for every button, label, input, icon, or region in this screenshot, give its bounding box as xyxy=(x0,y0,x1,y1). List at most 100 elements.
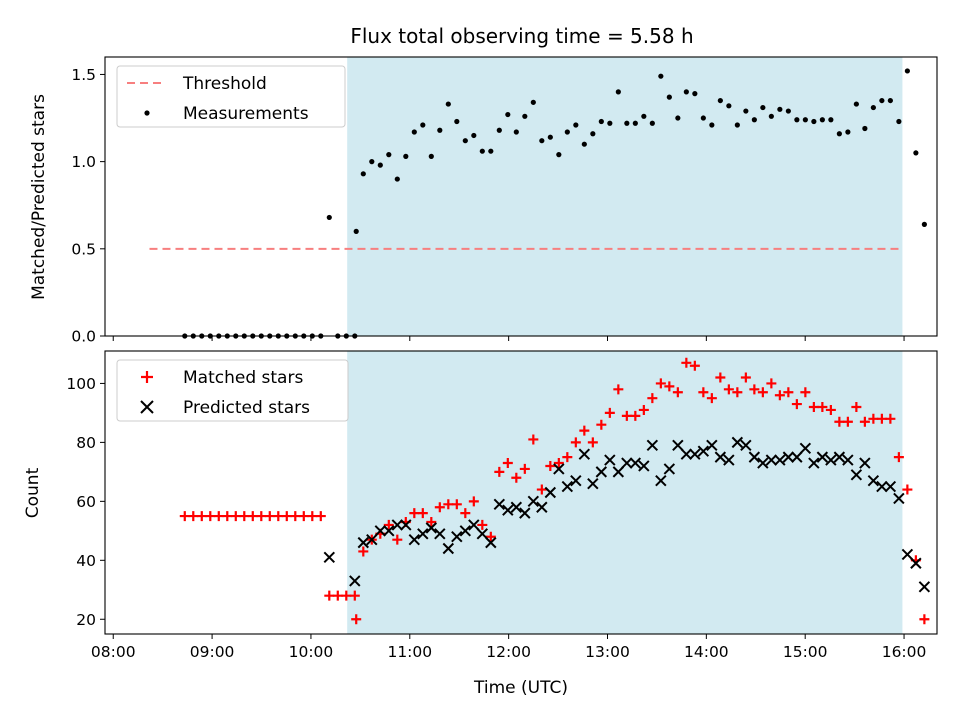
measurement-point xyxy=(743,108,749,114)
matched-star-marker xyxy=(273,511,284,522)
predicted-star-marker xyxy=(417,528,429,540)
measurement-point xyxy=(505,111,511,118)
measurement-point xyxy=(700,115,706,121)
y-tick-label: 60 xyxy=(76,493,96,511)
matched-star-marker xyxy=(885,413,896,424)
predicted-star-marker xyxy=(672,439,684,452)
measurement-point xyxy=(819,117,825,123)
measurement-point xyxy=(615,89,621,95)
x-tick-label: 08:00 xyxy=(91,643,136,661)
matched-star-marker xyxy=(613,384,624,395)
y-tick-label: 0.5 xyxy=(71,240,96,258)
x-tick-label: 13:00 xyxy=(585,643,630,661)
matched-star-marker xyxy=(808,402,819,413)
predicted-star-marker xyxy=(697,445,710,457)
measurement-point xyxy=(556,152,562,158)
predicted-star-marker xyxy=(502,504,514,516)
matched-star-marker xyxy=(264,511,275,522)
measurement-point xyxy=(887,97,893,104)
measurement-point xyxy=(369,159,375,165)
predicted-star-marker xyxy=(740,439,752,452)
measurement-point xyxy=(777,106,783,112)
matched-star-marker xyxy=(196,511,207,522)
matched-star-marker xyxy=(817,402,828,413)
predicted-star-marker xyxy=(850,469,863,481)
matched-star-marker xyxy=(579,425,590,436)
measurement-point xyxy=(870,104,876,111)
measurement-point xyxy=(836,131,842,137)
predicted-star-marker xyxy=(867,475,880,487)
matched-star-marker xyxy=(528,434,539,445)
measurement-point xyxy=(386,152,392,158)
matched-star-marker xyxy=(706,393,717,404)
legend-box xyxy=(116,359,349,422)
measurement-point xyxy=(692,91,698,97)
predicted-star-marker xyxy=(374,525,387,537)
measurement-point xyxy=(353,228,359,234)
predicted-star-marker xyxy=(680,448,693,460)
predicted-star-marker xyxy=(476,528,489,540)
predicted-star-marker xyxy=(629,457,642,469)
matched-star-marker xyxy=(349,590,360,601)
matched-star-marker xyxy=(791,399,802,410)
measurement-point xyxy=(913,150,919,156)
matched-star-marker xyxy=(740,372,751,383)
matched-star-marker xyxy=(545,460,556,471)
matched-star-marker xyxy=(681,357,692,368)
measurement-point xyxy=(811,118,817,125)
matched-star-marker xyxy=(647,393,658,404)
predicted-star-marker xyxy=(383,525,395,537)
predicted-star-marker xyxy=(570,475,582,487)
matched-star-marker xyxy=(664,381,675,392)
predicted-star-marker xyxy=(884,480,897,493)
measurement-point xyxy=(564,129,570,135)
measurement-point xyxy=(683,89,689,95)
matched-star-marker xyxy=(298,511,309,522)
measurement-point xyxy=(428,153,434,159)
predicted-star-marker xyxy=(621,457,633,469)
measurement-point xyxy=(879,97,885,104)
measurement-point xyxy=(488,148,494,154)
predicted-star-marker xyxy=(578,448,591,460)
measurement-point xyxy=(530,99,536,105)
measurement-point xyxy=(607,120,613,126)
top-panel: 0.0 0.5 1.0 1.5 Threshold Measurements xyxy=(71,56,938,346)
matched-star-marker xyxy=(757,387,768,398)
y-tick-label: 1.5 xyxy=(71,66,96,84)
matched-star-marker xyxy=(570,437,581,448)
observing-window-shade xyxy=(347,57,903,336)
predicted-star-marker xyxy=(706,439,718,452)
predicted-star-marker xyxy=(655,475,667,487)
matched-star-marker xyxy=(409,508,420,519)
matched-star-marker xyxy=(621,410,632,421)
predicted-star-marker xyxy=(782,451,795,463)
measurement-point xyxy=(547,134,553,140)
matched-star-marker xyxy=(315,511,326,522)
measurement-point xyxy=(454,118,460,125)
measurement-point xyxy=(726,103,732,109)
matched-star-marker xyxy=(502,458,513,469)
predicted-star-marker xyxy=(468,519,480,531)
matched-star-marker xyxy=(179,511,190,522)
measurement-point xyxy=(666,94,672,100)
chart-title: Flux total observing time = 5.58 h xyxy=(350,24,693,48)
legend-label: Threshold xyxy=(182,74,267,94)
x-tick-label: 12:00 xyxy=(486,643,531,661)
legend-predicted-swatch xyxy=(140,400,154,414)
predicted-star-marker xyxy=(485,536,497,549)
matched-star-marker xyxy=(834,416,845,427)
legend-box xyxy=(116,65,346,128)
measurement-point xyxy=(581,141,587,147)
matched-star-marker xyxy=(562,452,573,463)
measurement-point xyxy=(802,117,808,123)
measurement-point xyxy=(539,138,545,144)
legend-label: Measurements xyxy=(183,104,309,124)
matched-star-marker xyxy=(247,511,258,522)
predicted-star-marker xyxy=(808,457,820,469)
matched-star-marker xyxy=(205,511,216,522)
legend-matched-swatch xyxy=(141,371,153,383)
predicted-star-marker xyxy=(638,460,650,472)
matched-star-marker xyxy=(689,360,700,371)
y-tick-label: 80 xyxy=(76,434,96,452)
